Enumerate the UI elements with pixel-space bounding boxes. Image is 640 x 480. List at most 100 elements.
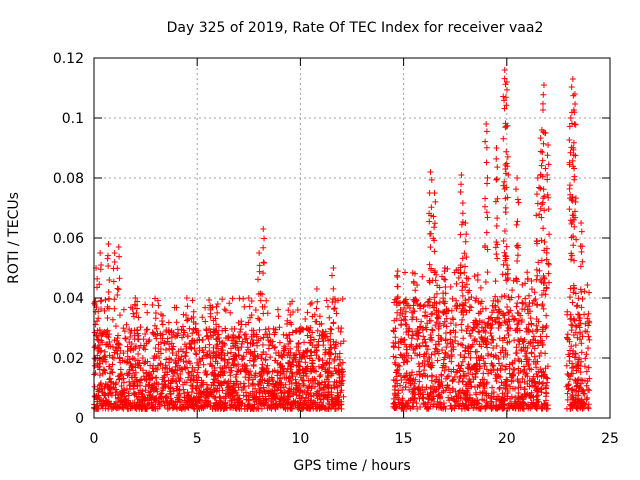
data-point bbox=[429, 326, 436, 333]
data-point bbox=[526, 299, 533, 306]
data-point bbox=[478, 298, 485, 305]
data-point bbox=[191, 405, 198, 412]
x-axis-label: GPS time / hours bbox=[293, 458, 410, 474]
data-point bbox=[165, 319, 172, 326]
data-point bbox=[503, 148, 510, 155]
data-point bbox=[442, 336, 449, 343]
data-point bbox=[534, 301, 541, 308]
data-point bbox=[497, 349, 504, 356]
data-point bbox=[572, 396, 579, 403]
data-point bbox=[263, 387, 270, 394]
data-point bbox=[195, 362, 202, 369]
data-point bbox=[328, 391, 335, 398]
data-point bbox=[432, 345, 439, 352]
data-point bbox=[150, 355, 157, 362]
data-point bbox=[243, 349, 250, 356]
data-point bbox=[424, 313, 431, 320]
data-point bbox=[568, 327, 575, 334]
data-point bbox=[531, 353, 538, 360]
data-point-peak bbox=[540, 82, 547, 88]
data-point bbox=[127, 304, 134, 311]
data-point bbox=[573, 303, 580, 310]
data-point bbox=[327, 325, 334, 332]
data-point bbox=[402, 373, 409, 380]
data-point bbox=[579, 296, 586, 303]
data-point bbox=[199, 381, 206, 388]
data-point bbox=[504, 318, 511, 325]
data-point bbox=[436, 320, 443, 327]
data-point bbox=[416, 378, 423, 385]
data-point bbox=[210, 317, 217, 324]
data-point bbox=[521, 366, 528, 373]
data-point bbox=[164, 338, 171, 345]
data-point bbox=[307, 365, 314, 372]
data-point bbox=[102, 381, 109, 388]
data-point bbox=[154, 388, 161, 395]
data-point bbox=[170, 343, 177, 350]
data-point bbox=[525, 321, 532, 328]
data-point bbox=[405, 325, 412, 332]
data-point bbox=[572, 329, 579, 336]
data-point bbox=[166, 355, 173, 362]
data-point bbox=[500, 353, 507, 360]
data-point bbox=[331, 378, 338, 385]
data-point bbox=[514, 218, 521, 225]
data-point bbox=[190, 308, 197, 315]
data-point-peak bbox=[578, 220, 585, 226]
data-point bbox=[303, 373, 310, 380]
data-point bbox=[502, 347, 509, 354]
data-point bbox=[507, 383, 514, 390]
data-point bbox=[428, 265, 435, 272]
data-point bbox=[529, 328, 536, 335]
data-point bbox=[521, 336, 528, 343]
data-point bbox=[568, 196, 575, 203]
data-point bbox=[397, 306, 404, 313]
data-point bbox=[339, 296, 346, 303]
data-point bbox=[157, 345, 164, 352]
data-point bbox=[423, 343, 430, 350]
data-point bbox=[393, 377, 400, 384]
data-point bbox=[510, 366, 517, 373]
data-point bbox=[227, 309, 234, 316]
data-point bbox=[484, 180, 491, 187]
data-point bbox=[506, 370, 513, 377]
data-point bbox=[168, 340, 175, 347]
data-point bbox=[194, 369, 201, 376]
data-point bbox=[132, 404, 139, 411]
data-point bbox=[288, 390, 295, 397]
data-point bbox=[173, 304, 180, 311]
data-point bbox=[118, 398, 125, 405]
data-point bbox=[483, 144, 490, 151]
data-point bbox=[200, 361, 207, 368]
data-point bbox=[191, 345, 198, 352]
data-point bbox=[278, 390, 285, 397]
data-point bbox=[162, 362, 169, 369]
data-point bbox=[235, 399, 242, 406]
data-point bbox=[511, 337, 518, 344]
data-point-peak bbox=[256, 250, 263, 256]
data-point bbox=[142, 301, 149, 308]
data-point bbox=[109, 316, 116, 323]
data-point bbox=[332, 350, 339, 357]
data-point bbox=[195, 327, 202, 334]
data-point bbox=[493, 373, 500, 380]
data-point bbox=[489, 384, 496, 391]
data-point bbox=[145, 381, 152, 388]
data-point bbox=[215, 331, 222, 338]
data-point bbox=[515, 244, 522, 251]
data-point bbox=[182, 404, 189, 411]
data-point bbox=[132, 390, 139, 397]
data-point bbox=[408, 355, 415, 362]
data-point bbox=[472, 370, 479, 377]
data-point bbox=[193, 351, 200, 358]
x-tick-label: 20 bbox=[498, 431, 516, 447]
data-point bbox=[125, 400, 132, 407]
data-point bbox=[436, 341, 443, 348]
data-point bbox=[569, 395, 576, 402]
data-point bbox=[167, 385, 174, 392]
data-point bbox=[539, 339, 546, 346]
data-point bbox=[137, 387, 144, 394]
data-point bbox=[443, 323, 450, 330]
data-point bbox=[166, 329, 173, 336]
data-point-peak bbox=[503, 79, 510, 85]
